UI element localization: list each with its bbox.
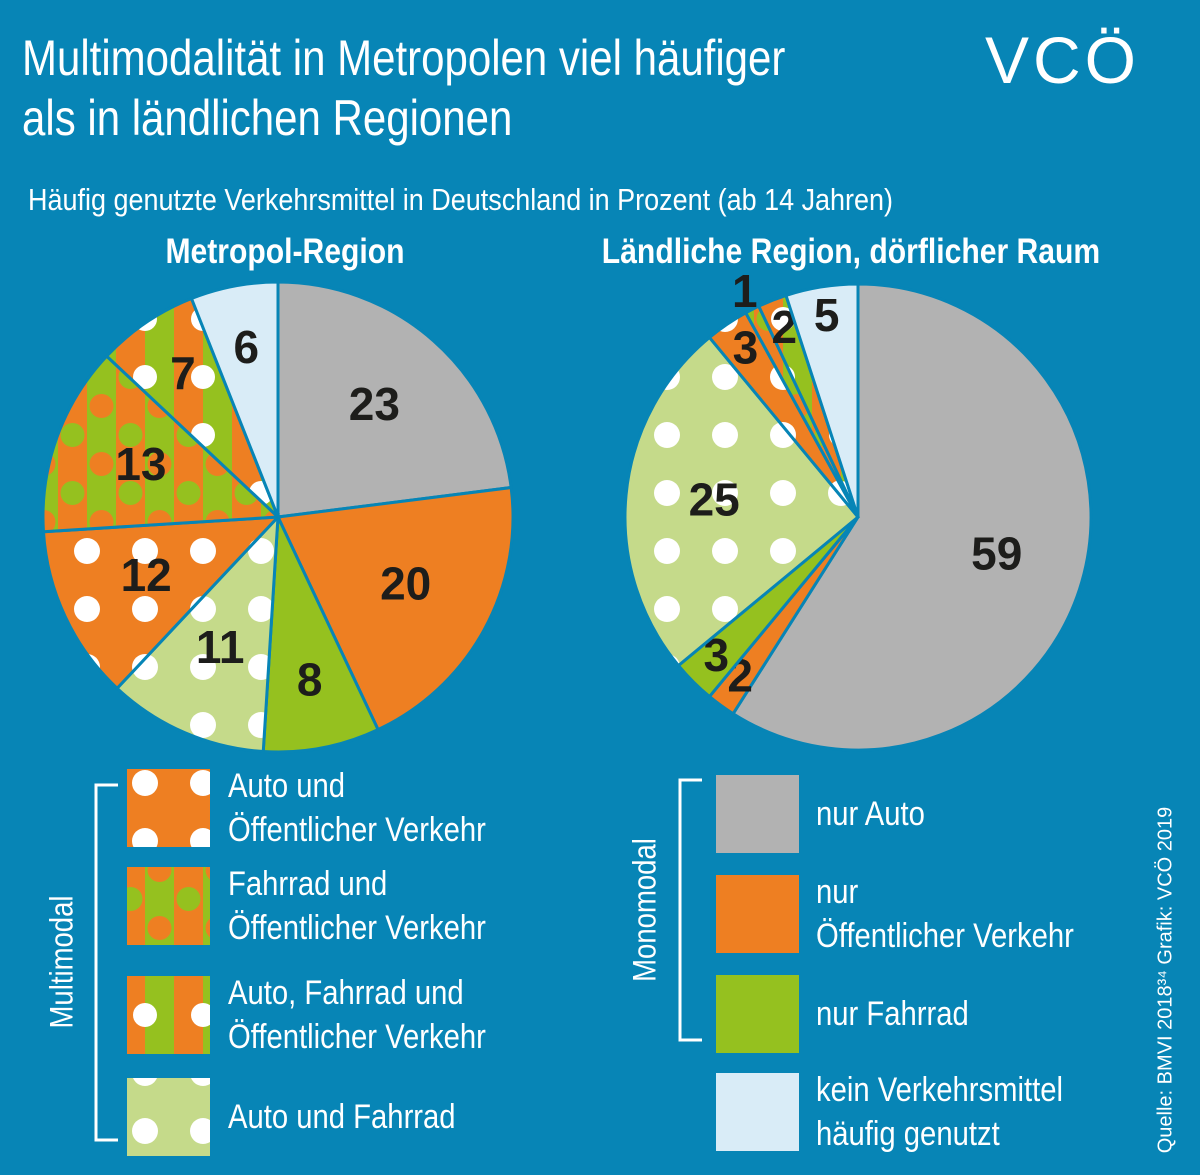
bracket [678, 778, 702, 1042]
pie-title: Metropol-Region [165, 232, 405, 271]
legend-swatch [127, 976, 210, 1054]
pie-slice [115, 512, 280, 754]
legend-label: Auto und Fahrrad [228, 1098, 456, 1136]
source: Quelle: BMVI 2018³⁴ Grafik: VCÖ 2019 [1154, 806, 1177, 1154]
group-label: Monomodal [626, 838, 663, 982]
legend-label: nur Auto [816, 795, 925, 833]
pie-slice [261, 516, 381, 754]
pie-slice [623, 335, 861, 668]
group-label: Multimodal [43, 895, 80, 1029]
data-label: 7 [170, 347, 196, 399]
data-label: 25 [689, 474, 740, 526]
pie-slice [784, 282, 860, 518]
data-label: 5 [814, 289, 840, 341]
data-label: 8 [297, 653, 323, 705]
data-label: 11 [196, 621, 245, 673]
bracket [94, 783, 118, 1142]
legend-label: Auto, Fahrrad und Öffentlicher Verkehr [228, 974, 486, 1056]
subtitle: Häufig genutzte Verkehrsmittel in Deutsc… [28, 182, 894, 217]
legend-swatch [127, 1078, 210, 1156]
data-label: 23 [349, 378, 400, 430]
legend-swatch [716, 975, 799, 1053]
data-label: 12 [121, 549, 172, 601]
title: Multimodalität in Metropolen viel häufig… [22, 30, 786, 146]
pie-slice [276, 280, 513, 519]
pie-slice [41, 515, 282, 691]
legend-label: kein Verkehrsmittel häufig genutzt [816, 1071, 1064, 1153]
legend-swatch [716, 1073, 799, 1151]
data-label: 6 [233, 321, 259, 373]
pie-slice [275, 485, 515, 732]
legend-swatch [127, 769, 210, 847]
legend-swatch [716, 875, 799, 953]
legend-label: Fahrrad und Öffentlicher Verkehr [228, 865, 486, 947]
legend-label: nur Fahrrad [816, 995, 969, 1033]
legend-swatch [127, 867, 210, 945]
pie-title: Ländliche Region, dörflicher Raum [601, 232, 1101, 271]
data-label: 59 [971, 527, 1022, 579]
logo: VCÖ [985, 23, 1141, 97]
data-label: 13 [115, 438, 166, 490]
legend-label: nur Öffentlicher Verkehr [816, 873, 1074, 955]
data-label: 1 [732, 265, 758, 317]
pie-slice [41, 354, 282, 534]
pie-slice [731, 282, 1093, 752]
data-label: 20 [380, 557, 431, 609]
legend-swatch [716, 775, 799, 853]
pie-slice [189, 280, 280, 518]
legend-label: Auto und Öffentlicher Verkehr [228, 767, 486, 849]
pie-slice [104, 296, 280, 519]
